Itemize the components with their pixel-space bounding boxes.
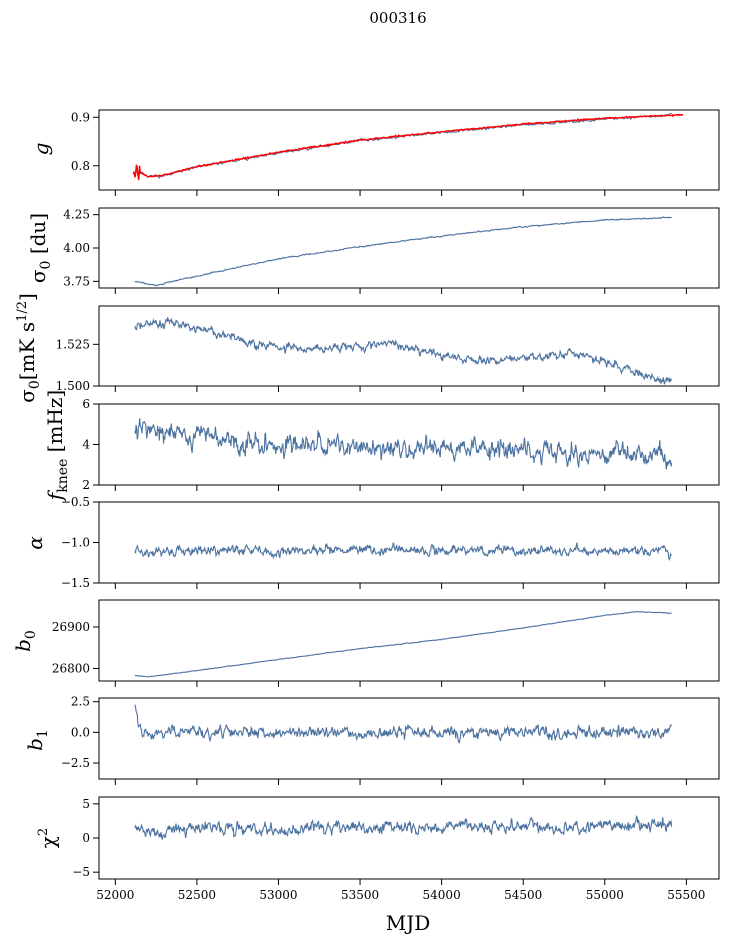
xtick-label: 54500	[504, 888, 542, 902]
xtick-label: 52000	[96, 888, 134, 902]
ylabel-fknee: fknee [mHz]	[43, 390, 71, 502]
ylabel-b1: b1	[23, 729, 51, 751]
axes-frame-fknee	[98, 403, 720, 486]
series-line-fknee	[134, 418, 673, 470]
ytick-label-b1: 0.0	[71, 725, 90, 739]
axes-frame-sigma0_du	[98, 207, 720, 289]
ylabel-chi2: χ2	[36, 828, 60, 848]
panel-g: g 0.8 0.9	[29, 109, 720, 196]
xtick-label: 52500	[178, 888, 216, 902]
axes-frame-b0	[98, 599, 720, 682]
axes-frame-chi2	[98, 796, 720, 880]
series-line-alpha	[134, 542, 672, 562]
ylabel-sigma0-du: σ0 [du]	[26, 213, 54, 283]
ytick-label-g: 0.9	[71, 110, 90, 124]
xtick-label: 53500	[341, 888, 379, 902]
xtick-label: 55500	[667, 888, 705, 902]
ytick-label-chi2: 0	[82, 831, 90, 845]
xtick-label: 54000	[423, 888, 461, 902]
ytick-label-alpha: −1.0	[61, 536, 90, 550]
panel-sigma0-mk: σ0[mK s1/2] 1.500 1.525	[15, 293, 720, 403]
ytick-label-chi2: −5	[72, 865, 90, 879]
series-line-g	[134, 112, 672, 179]
panel-alpha: α −1.5 −1.0 −0.5	[23, 495, 720, 590]
xtick-label: 55000	[586, 888, 624, 902]
xtick-label: 53000	[259, 888, 297, 902]
ytick-label-sigma0_du: 3.75	[63, 274, 90, 288]
panel-b1: b1 −2.5 0.0 2.5	[23, 695, 720, 785]
panel-sigma0-du: σ0 [du] 3.75 4.00 4.25	[26, 207, 720, 294]
ytick-label-b1: 2.5	[71, 695, 90, 709]
panel-fknee: fknee [mHz] 2 4 6	[43, 390, 720, 502]
ylabel-b0: b0	[11, 630, 39, 652]
ytick-label-sigma0_mk: 1.525	[56, 337, 90, 351]
axes-frame-alpha	[98, 501, 720, 584]
ytick-label-fknee: 6	[82, 397, 90, 411]
ytick-label-sigma0_du: 4.00	[63, 241, 90, 255]
ylabel-g: g	[29, 143, 53, 156]
ytick-label-chi2: 5	[82, 797, 90, 811]
x-axis-label: MJD	[386, 911, 431, 935]
figure-title: 000316	[369, 9, 426, 27]
series-line-sigma0_du	[134, 216, 672, 287]
panel-chi2: χ2 −5 0 5 52000 52500 53000 53500 54000 54500 550…	[36, 796, 720, 902]
series-line-chi2	[134, 815, 673, 840]
overlay-line-g	[132, 113, 684, 181]
ytick-label-fknee: 2	[82, 478, 90, 492]
ytick-label-b0: 26800	[52, 662, 90, 676]
ytick-label-sigma0_mk: 1.500	[56, 379, 90, 393]
ytick-label-sigma0_du: 4.25	[63, 208, 90, 222]
axes-frame-b1	[98, 697, 720, 780]
ylabel-alpha: α	[23, 536, 47, 550]
ytick-label-b1: −2.5	[61, 756, 90, 770]
ytick-label-fknee: 4	[82, 438, 90, 452]
series-line-b1	[134, 704, 673, 744]
series-line-sigma0_mk	[134, 317, 673, 385]
axes-frame-sigma0_mk	[98, 305, 720, 387]
series-line-b0	[134, 610, 672, 678]
ytick-label-b0: 26900	[52, 620, 90, 634]
ytick-label-alpha: −0.5	[61, 495, 90, 509]
axes-frame-g	[98, 109, 720, 191]
ytick-label-alpha: −1.5	[61, 576, 90, 590]
ylabel-sigma0-mk: σ0[mK s1/2]	[15, 293, 43, 403]
ytick-label-g: 0.8	[71, 159, 90, 173]
panel-b0: b0 26800 26900	[11, 599, 720, 687]
